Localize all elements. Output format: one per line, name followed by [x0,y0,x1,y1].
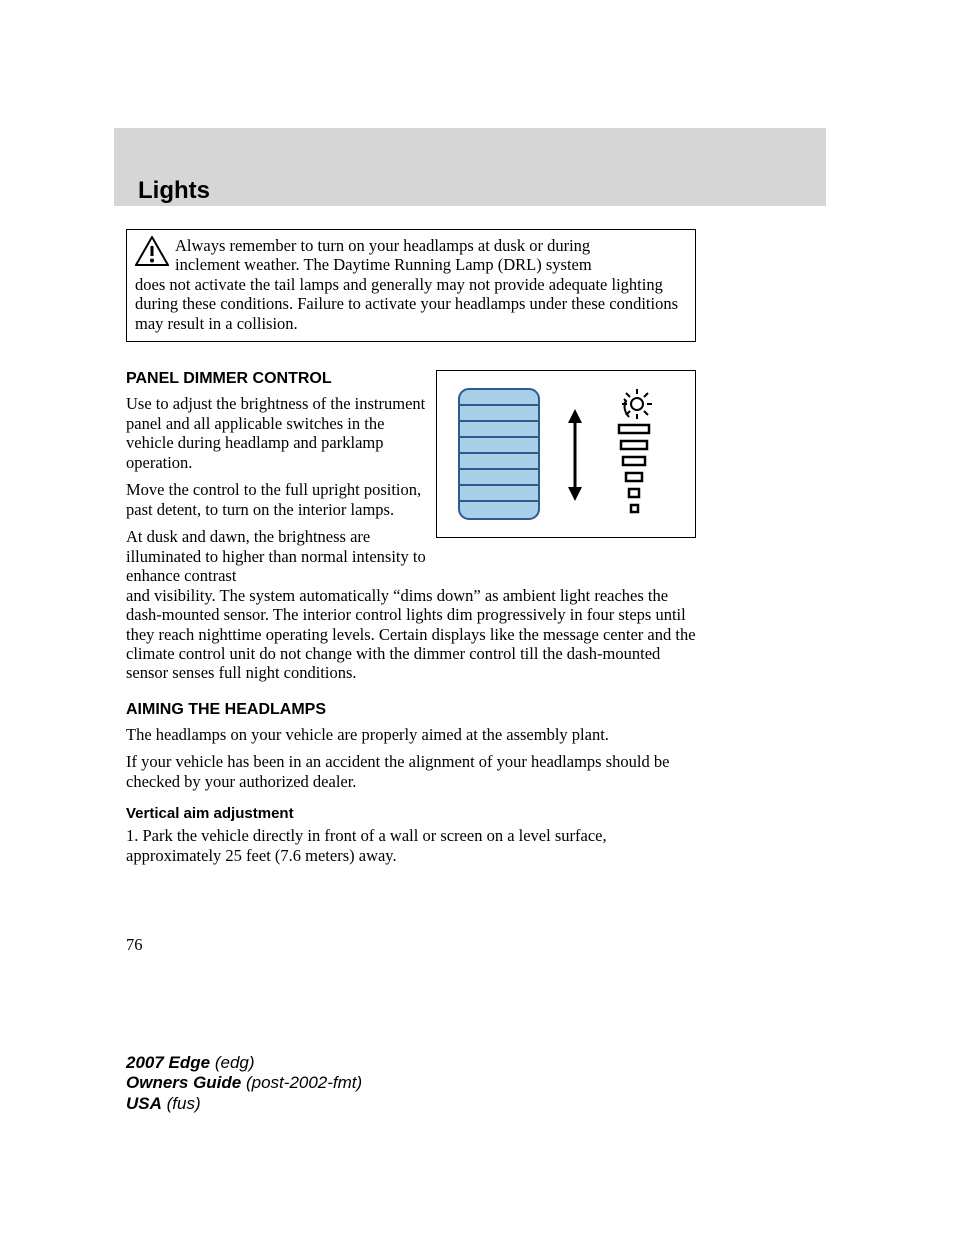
panel-dimmer-p3b: and visibility. The system automatically… [126,586,696,683]
warning-line1: Always remember to turn on your headlamp… [175,236,592,255]
up-down-arrow-icon [568,409,582,501]
panel-dimmer-p1: Use to adjust the brightness of the inst… [126,394,426,472]
aiming-p2: If your vehicle has been in an accident … [126,752,696,791]
brightness-scale-icon [619,425,649,512]
dimmer-figure-svg [437,371,697,539]
footer-line2-bold: Owners Guide [126,1073,241,1092]
aiming-p1: The headlamps on your vehicle are proper… [126,725,696,744]
footer-line2-ital: (post-2002-fmt) [246,1073,362,1092]
footer-line1: 2007 Edge (edg) [126,1053,362,1073]
footer-line1-bold: 2007 Edge [126,1053,210,1072]
footer-line3-ital: (fus) [167,1094,201,1113]
warning-box: Always remember to turn on your headlamp… [126,229,696,342]
dimmer-figure [436,370,696,538]
dimmer-wheel-icon [459,389,539,519]
warning-rest: does not activate the tail lamps and gen… [135,275,687,333]
heading-vertical-aim: Vertical aim adjustment [126,805,696,822]
vertical-aim-p1: 1. Park the vehicle directly in front of… [126,826,696,865]
panel-dimmer-p3a: At dusk and dawn, the brightness are ill… [126,527,426,585]
warning-line2: inclement weather. The Daytime Running L… [175,255,592,274]
page: Lights Always remember to turn on your h… [0,0,954,1235]
warning-triangle-icon [135,236,169,266]
chapter-title: Lights [138,177,210,205]
heading-aiming: AIMING THE HEADLAMPS [126,701,696,719]
footer-line2: Owners Guide (post-2002-fmt) [126,1073,362,1093]
footer-line3: USA (fus) [126,1094,362,1114]
panel-dimmer-p2: Move the control to the full upright pos… [126,480,426,519]
brightness-sun-icon [622,389,652,419]
footer-line3-bold: USA [126,1094,162,1113]
warning-icon-wrap [135,236,175,271]
header-gray-band [114,128,826,206]
warning-inner: Always remember to turn on your headlamp… [135,236,687,275]
page-number: 76 [126,935,143,955]
footer: 2007 Edge (edg) Owners Guide (post-2002-… [126,1053,362,1114]
warning-text-leading: Always remember to turn on your headlamp… [175,236,592,275]
content-area: Always remember to turn on your headlamp… [126,229,696,873]
footer-line1-ital: (edg) [215,1053,255,1072]
